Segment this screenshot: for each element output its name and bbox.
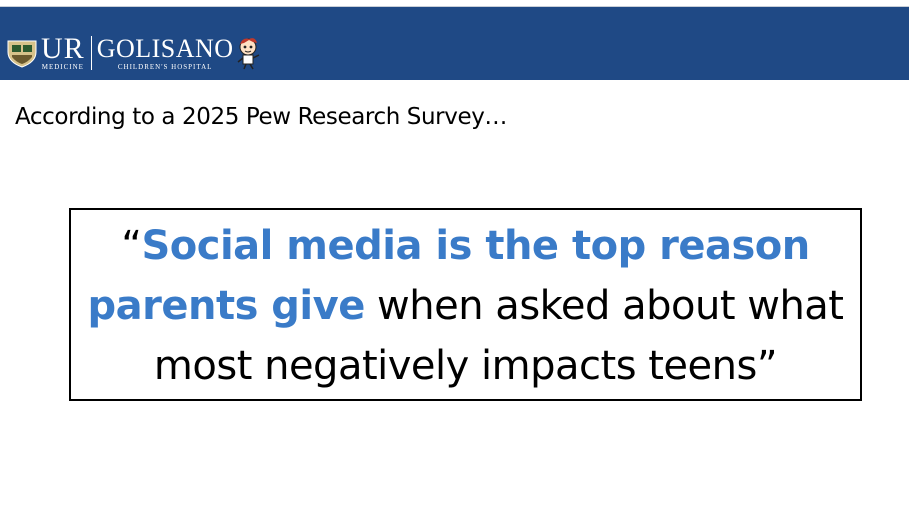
quote-text: “Social media is the top reason parents … <box>76 216 856 396</box>
ur-medicine-wordmark: UR MEDICINE <box>41 31 85 72</box>
top-rule <box>0 0 909 7</box>
golisano-wordmark: GOLISANO CHILDREN'S HOSPITAL <box>96 33 234 72</box>
quote-box: “Social media is the top reason parents … <box>69 208 862 401</box>
intro-text: According to a 2025 Pew Research Survey… <box>15 104 508 130</box>
ur-label: UR <box>41 31 85 65</box>
quote-rest: when asked about what most negatively im… <box>153 282 844 389</box>
logo-divider <box>90 36 92 70</box>
medicine-label: MEDICINE <box>41 62 84 71</box>
mascot-icon <box>237 38 259 70</box>
header-banner: UR MEDICINE GOLISANO CHILDREN'S HOSPITAL <box>0 7 909 80</box>
golisano-label: GOLISANO <box>96 33 234 63</box>
childrens-hospital-label: CHILDREN'S HOSPITAL <box>117 62 213 71</box>
quote-open-mark: “ <box>121 222 142 269</box>
ur-golisano-logo: UR MEDICINE GOLISANO CHILDREN'S HOSPITAL <box>6 25 263 81</box>
shield-icon <box>7 40 37 68</box>
quote-highlight: Social media is the top reason parents g… <box>87 222 810 329</box>
